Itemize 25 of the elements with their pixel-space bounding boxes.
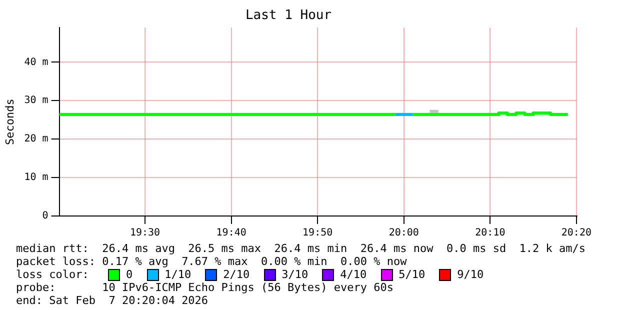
text: end: Sat Feb 7 20:20:04 2026 xyxy=(16,294,210,307)
legend-label: 3/10 xyxy=(282,268,308,281)
legend-label: 5/10 xyxy=(398,268,426,281)
x-tick-label: 20:10 xyxy=(475,228,506,239)
y-tick-label: 0 xyxy=(42,210,48,222)
legend-label: 4/10 xyxy=(340,268,367,281)
y-tick-label: 40 m xyxy=(24,56,48,68)
x-tick-label: 20:20 xyxy=(561,228,592,239)
x-tick-label: 19:40 xyxy=(216,228,246,239)
legend-label: 0 xyxy=(126,268,133,281)
y-axis-title: Seconds xyxy=(3,98,16,145)
text: packet loss: 0.17 % avg 7.67 % max 0.00 % min 0.00 % now xyxy=(16,255,408,268)
legend-label: 2/10 xyxy=(223,268,250,281)
text: median rtt: 26.4 ms avg 26.5 ms max 26.4 ms min 26.4 ms now 0.0 ms sd 1.2 k am/s xyxy=(16,242,587,255)
y-tick-label: 20 m xyxy=(24,134,48,145)
legend-label: 9/10 xyxy=(457,268,484,281)
legend-label: 1/10 xyxy=(164,268,192,281)
x-tick-label: 19:50 xyxy=(302,228,333,239)
text: probe: 10 IPv6-ICMP Echo Pings (56 Bytes) every 60s xyxy=(16,281,394,294)
x-tick-label: 19:30 xyxy=(130,228,160,239)
chart-title: Last 1 Hour xyxy=(245,8,332,24)
y-tick-label: 30 m xyxy=(24,95,48,106)
y-tick-label: 10 m xyxy=(24,172,48,184)
legend-title: loss color: xyxy=(16,268,90,281)
x-tick-label: 20:00 xyxy=(388,228,419,239)
